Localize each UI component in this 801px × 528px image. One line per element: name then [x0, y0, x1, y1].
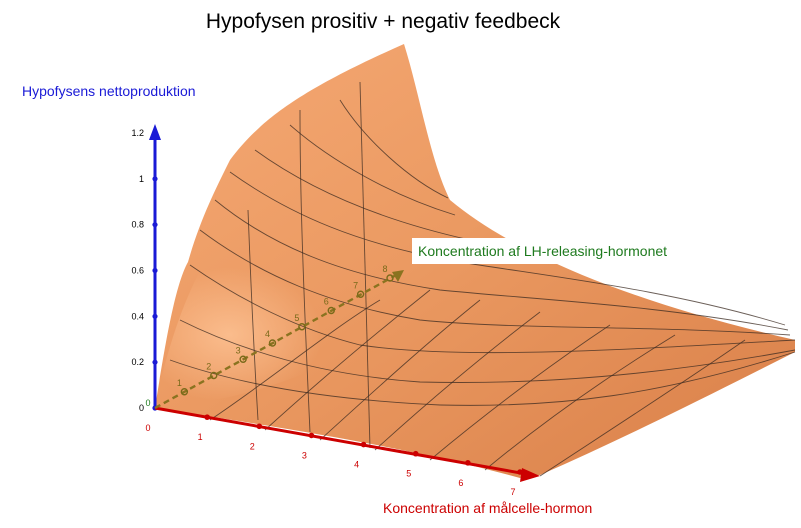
x-tick-mark	[517, 469, 523, 475]
z-tick-mark	[152, 222, 158, 228]
mesh-line	[264, 289, 431, 431]
z-tick-mark	[152, 176, 158, 182]
x-tick-mark	[256, 423, 263, 430]
mesh-line	[289, 124, 456, 216]
z-axis-label: Hypofysens nettoproduktion	[22, 83, 196, 99]
x-tick-label: 0	[145, 423, 150, 433]
x-axis: 0 1 2 3 4 5 6 7	[145, 406, 540, 497]
y-tick-mark	[268, 339, 277, 347]
z-tick-label: 1.2	[131, 128, 144, 138]
z-tick-label: 0	[139, 403, 144, 413]
y-tick-label: 6	[324, 297, 329, 307]
y-tick-mark	[356, 290, 365, 298]
x-tick-mark	[360, 441, 367, 448]
y-tick-label: 3	[236, 345, 241, 355]
mesh-line	[254, 149, 471, 241]
y-tick-mark	[180, 388, 189, 396]
x-axis-ticks: 0 1 2 3 4 5 6 7	[145, 414, 523, 497]
x-tick-label: 4	[354, 460, 359, 470]
z-tick-mark	[152, 130, 158, 136]
y-axis: 0 1 2 3 4 5 6 7 8	[145, 264, 404, 410]
y-tick-mark	[386, 274, 394, 282]
mesh-line	[539, 339, 746, 477]
z-tick-mark	[152, 267, 158, 274]
z-tick-mark	[152, 313, 158, 319]
x-tick-mark	[465, 460, 471, 466]
mesh-line	[179, 319, 796, 383]
y-tick-label: 1	[177, 378, 182, 388]
z-tick-label: 0.6	[131, 266, 144, 276]
mesh-line	[209, 299, 381, 421]
x-tick-label: 2	[250, 441, 255, 451]
y-tick-label: 8	[382, 264, 387, 274]
z-tick-label: 0.8	[131, 220, 144, 230]
chart-title: Hypofysen prositiv + negativ feedbeck	[206, 10, 561, 33]
y-tick-mark	[327, 306, 335, 315]
mesh-line	[319, 299, 481, 441]
y-tick-mark	[239, 355, 247, 363]
y-axis-label: Koncentration af LH-releasing-hormonet	[418, 243, 667, 259]
surface-highlight	[155, 215, 420, 408]
mesh-line	[359, 81, 371, 449]
y-tick-mark	[210, 371, 218, 380]
mesh-line	[299, 109, 311, 433]
y-axis-label-background	[412, 238, 704, 264]
x-tick-label: 7	[510, 487, 515, 497]
z-tick-mark	[152, 359, 158, 365]
mesh-line	[339, 99, 449, 199]
surface-mesh	[169, 81, 796, 477]
mesh-line	[247, 209, 259, 421]
x-axis-label: Koncentration af målcelle-hormon	[383, 500, 592, 516]
y-tick-label: 7	[353, 280, 358, 290]
x-tick-mark	[308, 432, 315, 439]
x-tick-label: 1	[198, 432, 203, 442]
mesh-line	[199, 229, 791, 336]
z-axis: 0 0.2 0.4 0.6 0.8 1 1.2	[131, 124, 161, 413]
y-tick-label: 0	[145, 398, 150, 408]
y-tick-label: 2	[206, 362, 211, 372]
z-tick-label: 0.2	[131, 357, 144, 367]
mesh-line	[169, 351, 796, 406]
mesh-line	[484, 334, 676, 471]
mesh-line	[374, 311, 541, 451]
x-tick-label: 3	[302, 450, 307, 460]
y-tick-label: 5	[294, 313, 299, 323]
y-tick-label: 4	[265, 329, 270, 339]
z-tick-label: 0.4	[131, 311, 144, 321]
z-tick-label: 1	[139, 174, 144, 184]
x-tick-mark	[412, 450, 419, 457]
x-tick-label: 5	[406, 469, 411, 479]
y-axis-ticks: 0 1 2 3 4 5 6 7 8	[145, 264, 394, 408]
y-tick-mark	[298, 323, 306, 331]
x-tick-mark	[204, 414, 210, 420]
mesh-line	[214, 199, 789, 331]
x-tick-label: 6	[458, 478, 463, 488]
mesh-line	[189, 264, 796, 354]
mesh-line	[429, 324, 611, 461]
